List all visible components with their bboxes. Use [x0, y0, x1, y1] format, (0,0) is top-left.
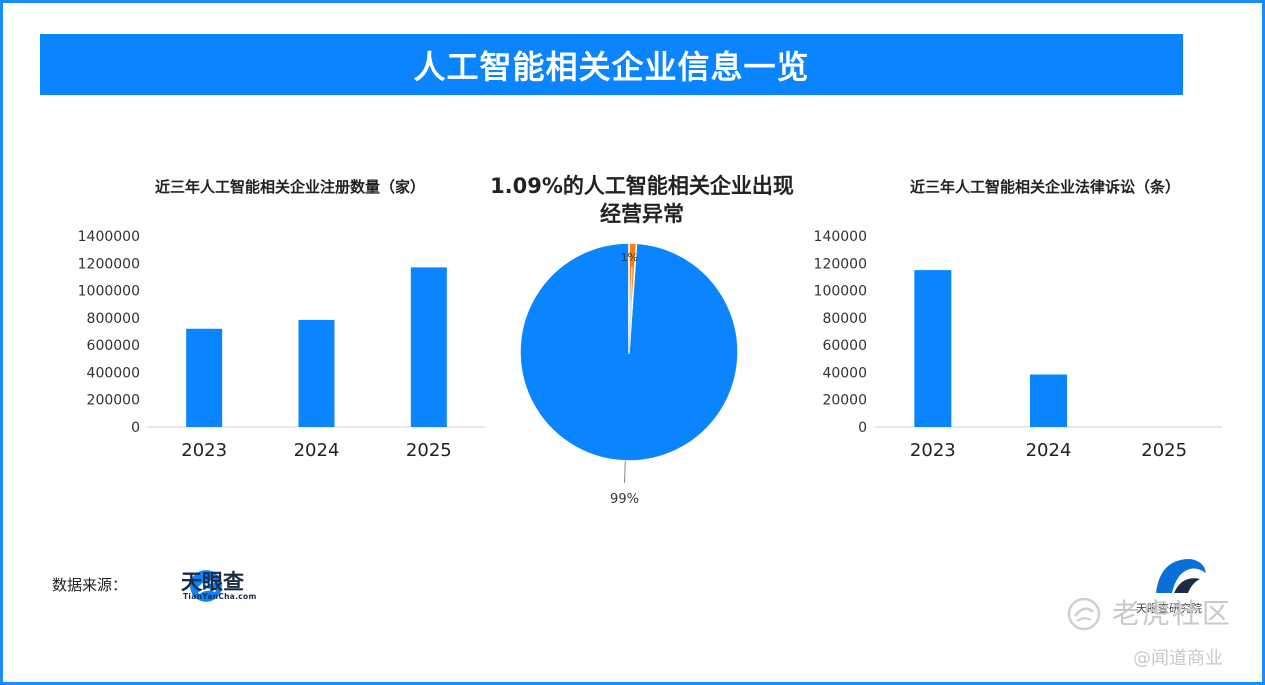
chart1-xtick-2025: 2025: [406, 440, 452, 461]
source-label: 数据来源：: [52, 576, 128, 594]
chart2-leader-1: [628, 267, 633, 355]
chart1-ytick-5: 1000000: [78, 284, 140, 300]
chart3-ytick-4: 80000: [822, 311, 867, 327]
chart2-title: 1.09%的人工智能相关企业出现经营异常: [490, 174, 794, 226]
chart2-slice-1: [628, 242, 638, 353]
chart3-bar-2024: [1030, 374, 1067, 427]
watermark-main: 老虎社区: [1112, 597, 1233, 630]
chart3-xtick-2023: 2023: [910, 440, 956, 461]
chart1-ytick-0: 0: [131, 420, 140, 436]
watermark-tiger-icon: [1067, 597, 1101, 631]
chart3-bar-2023: [914, 270, 952, 427]
chart1-xtick-2024: 2024: [294, 440, 340, 461]
chart2-label-0: 99%: [610, 492, 639, 507]
chart3-xtick-2025: 2025: [1141, 440, 1187, 461]
tianyancha-logo-icon: [190, 570, 222, 602]
brand-name: 天眼查研究院: [1136, 602, 1202, 615]
chart3-xtick-2024: 2024: [1026, 440, 1072, 461]
source-name: 天眼查: [181, 570, 244, 594]
chart2-abnormal-pie: 99% 1%: [519, 242, 739, 507]
chart1-bar-2023: [186, 328, 223, 427]
chart1-ytick-7: 1400000: [78, 229, 140, 245]
watermark-sub: @闻道商业: [1133, 648, 1223, 669]
chart3-title: 近三年人工智能相关企业法律诉讼（条）: [909, 178, 1180, 196]
chart3-ytick-5: 100000: [814, 284, 867, 300]
chart3-ytick-3: 60000: [822, 338, 867, 354]
chart1-title: 近三年人工智能相关企业注册数量（家）: [154, 178, 425, 196]
chart3-ytick-6: 120000: [814, 256, 867, 272]
chart3-lawsuits: 0 20000 40000 60000 80000 100000 120000 140000 2…: [814, 229, 1222, 461]
chart3-ytick-0: 0: [858, 420, 867, 436]
chart2-leader-0: [624, 460, 626, 483]
chart3-ytick-1: 20000: [822, 393, 867, 409]
chart1-ytick-2: 400000: [87, 365, 140, 381]
chart3-ytick-7: 140000: [814, 229, 867, 245]
chart1-bar-2025: [410, 267, 447, 427]
chart2-label-1: 1%: [621, 251, 638, 264]
chart3-ytick-2: 40000: [822, 365, 867, 381]
chart1-ytick-3: 600000: [87, 338, 140, 354]
brand-logo-icon: [1156, 559, 1206, 593]
source-subtitle: TianYanCha.com: [183, 592, 257, 601]
chart1-ytick-6: 1200000: [78, 256, 140, 272]
page-title: 人工智能相关企业信息一览: [40, 34, 1183, 95]
chart1-bar-2024: [298, 319, 335, 427]
chart1-ytick-4: 800000: [87, 311, 140, 327]
chart1-xtick-2023: 2023: [181, 440, 227, 461]
chart1-registrations: 0 200000 400000 600000 800000 1000000 1200000 1…: [78, 229, 485, 461]
chart1-ytick-1: 200000: [87, 393, 140, 409]
